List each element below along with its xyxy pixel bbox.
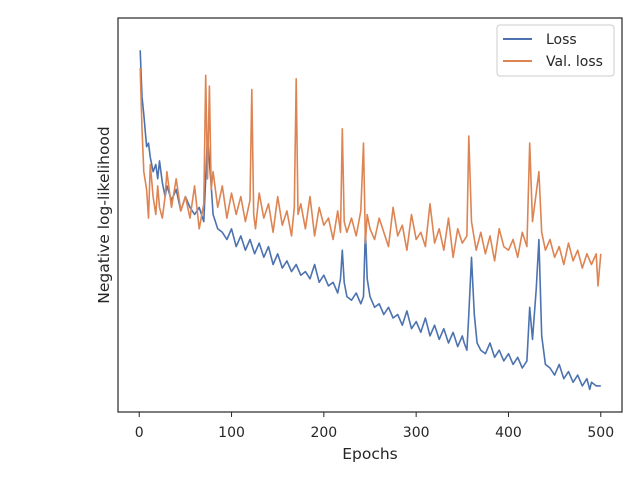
y-axis-label: Negative log-likelihood [95,126,113,304]
x-tick-label: 400 [495,425,522,441]
x-tick-label: 500 [587,425,614,441]
series-line-loss [139,50,601,391]
x-axis: 0 100 200 300 400 500 [135,412,614,441]
legend-label: Loss [546,32,577,48]
axes-frame [117,17,623,413]
x-tick-label: 0 [135,425,144,441]
plot-area [139,50,602,391]
x-axis-label: Epochs [342,445,398,463]
legend-box [496,24,615,77]
legend-label: Val. loss [546,54,603,70]
x-tick-label: 200 [310,425,337,441]
series-line-val-loss [139,68,602,287]
x-tick-label: 100 [218,425,245,441]
legend: Loss Val. loss [496,24,615,77]
x-tick-label: 300 [403,425,430,441]
